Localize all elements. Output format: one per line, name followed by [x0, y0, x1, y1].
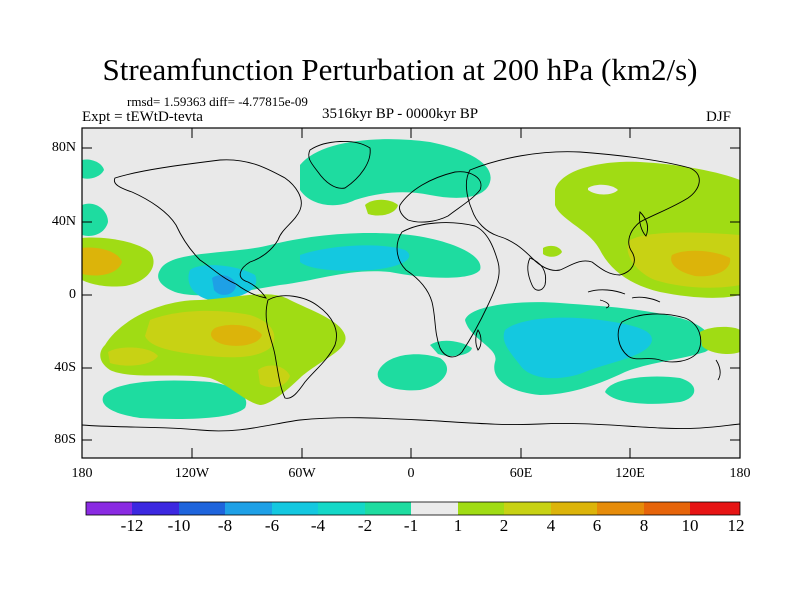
coastline-asia: [465, 151, 700, 276]
colorbar-swatch: [318, 502, 365, 515]
colorbar-swatch: [458, 502, 504, 515]
colorbar-swatch: [225, 502, 272, 515]
contour-region: [300, 245, 410, 271]
colorbar-swatch: [644, 502, 690, 515]
lon-tick-label: 60W: [288, 466, 316, 481]
contour-region: [82, 159, 104, 179]
contour-region: [102, 380, 247, 419]
coastline-africa: [396, 222, 500, 358]
season-label: DJF: [706, 109, 732, 125]
colorbar-swatch: [86, 502, 132, 515]
map-title: Streamfunction Perturbation at 200 hPa (…: [102, 52, 698, 87]
period-label: 3516kyr BP - 0000kyr BP: [322, 106, 479, 122]
colorbar-label: -4: [310, 516, 326, 535]
contour-region: [108, 347, 158, 366]
colorbar-label: -12: [120, 516, 144, 535]
coastline-india: [527, 257, 547, 291]
color-bar: [85, 501, 741, 516]
contour-region: [503, 317, 652, 379]
contour-region: [82, 247, 122, 276]
contour-fields: [82, 139, 740, 419]
lat-tick-label: 40N: [51, 214, 76, 229]
contour-region: [82, 203, 108, 236]
contour-region: [365, 199, 398, 216]
colorbar-swatch: [690, 502, 740, 515]
lon-tick-label: 180: [71, 466, 93, 481]
contour-region: [588, 184, 618, 195]
coastline-indonesia: [587, 289, 661, 309]
coastline-south-america: [265, 295, 337, 399]
coastline-madagascar: [475, 329, 482, 351]
lat-tick-label: 40S: [54, 360, 76, 375]
colorbar-swatch: [272, 502, 318, 515]
colorbar-label: -10: [167, 516, 191, 535]
colorbar-swatch: [365, 502, 411, 515]
coastline-australia: [617, 313, 702, 363]
colorbar-swatch: [179, 502, 225, 515]
contour-region: [212, 275, 236, 295]
coastline-greenland: [308, 140, 371, 189]
colorbar-label: -1: [403, 516, 419, 535]
coastline-north-america: [113, 159, 302, 299]
colorbar-swatch: [411, 502, 458, 515]
contour-region: [210, 324, 262, 346]
contour-region: [671, 250, 731, 277]
lon-tick-label: 120E: [615, 466, 645, 481]
coastline-europe: [399, 171, 482, 223]
contour-region: [258, 365, 290, 388]
colorbar-label: 2: [499, 516, 509, 535]
contour-region: [543, 245, 562, 257]
colorbar-label: -2: [357, 516, 373, 535]
lon-tick-label: 180: [729, 466, 751, 481]
coastline-antarctica: [82, 417, 740, 432]
colorbar-swatch: [504, 502, 551, 515]
coastline-new-zealand: [715, 359, 721, 381]
colorbar-label: -8: [217, 516, 233, 535]
colorbar-swatch: [597, 502, 644, 515]
lat-tick-label: 0: [69, 287, 76, 302]
lat-tick-label: 80S: [54, 432, 76, 447]
colorbar-label: 1: [453, 516, 463, 535]
colorbar-swatch: [132, 502, 179, 515]
lon-tick-label: 60E: [509, 466, 533, 481]
contour-region: [700, 326, 740, 354]
colorbar-label: 4: [546, 516, 556, 535]
lon-tick-label: 0: [407, 466, 415, 481]
colorbar-swatch: [551, 502, 597, 515]
colorbar-frame: [85, 501, 741, 516]
tick-marks: [82, 128, 740, 458]
stats-text: rmsd= 1.59363 diff= -4.77815e-09: [127, 94, 308, 109]
colorbar-label: 8: [639, 516, 649, 535]
contour-region: [605, 376, 695, 404]
colorbar-label: -6: [264, 516, 280, 535]
contour-region: [300, 139, 491, 206]
experiment-label: Expt = tEWtD-tevta: [82, 109, 203, 125]
coastlines: [82, 140, 740, 432]
lat-tick-label: 80N: [51, 140, 76, 155]
contour-region: [145, 310, 275, 358]
contour-region: [377, 354, 448, 391]
coastline-japan: [639, 211, 649, 237]
colorbar-label: 6: [592, 516, 602, 535]
lon-tick-label: 120W: [174, 466, 210, 481]
colorbar-label: 10: [681, 516, 699, 535]
colorbar-label: 12: [727, 516, 745, 535]
